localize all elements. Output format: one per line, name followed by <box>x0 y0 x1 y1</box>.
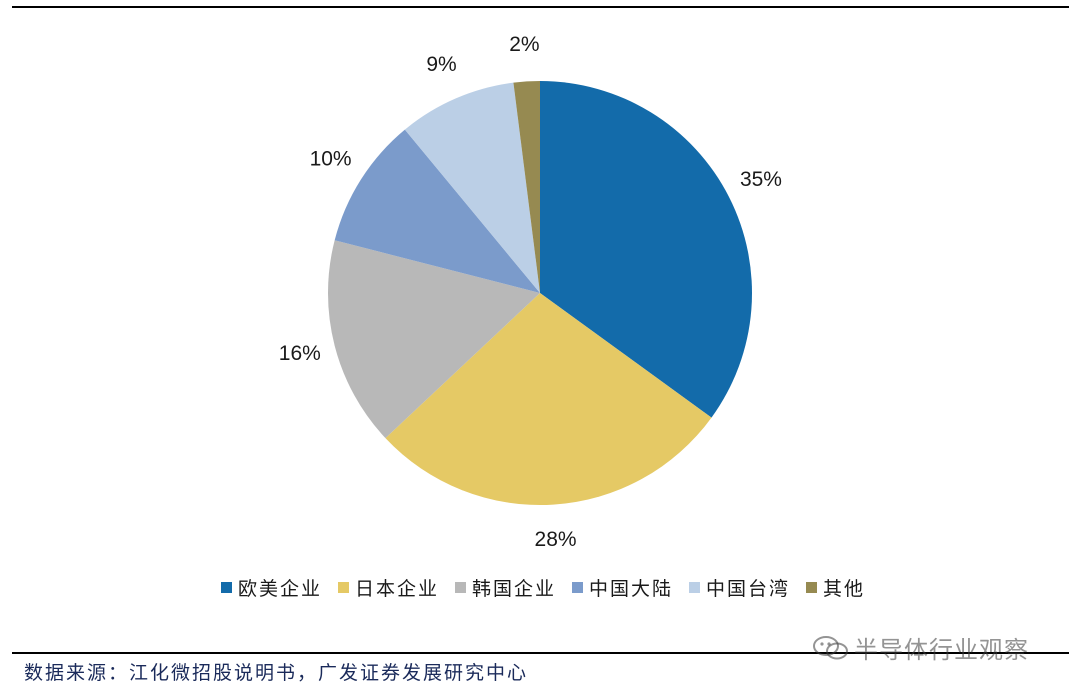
legend-item-1: 欧美企业 <box>220 574 322 601</box>
slice-label-3: 16% <box>279 342 321 365</box>
pie-slice-3 <box>327 240 540 439</box>
slice-label-6: 2% <box>509 33 539 56</box>
bottom-rule <box>12 652 1069 654</box>
legend-swatch <box>220 582 232 593</box>
source-note: 数据来源：江化微招股说明书，广发证券发展研究中心 <box>24 662 529 684</box>
pie-slice-6 <box>513 81 540 293</box>
top-rule <box>12 6 1069 8</box>
pie-slices <box>327 81 752 506</box>
slice-label-4: 10% <box>310 148 352 171</box>
legend-label: 中国大陆 <box>589 578 674 600</box>
legend-label: 日本企业 <box>354 578 439 600</box>
watermark-text: 半导体行业观察 <box>854 636 1029 664</box>
pie-slice-5 <box>404 82 540 293</box>
legend-swatch <box>572 582 583 593</box>
legend-label: 韩国企业 <box>471 578 556 600</box>
legend-label: 其他 <box>823 578 866 600</box>
watermark: 半导体行业观察 <box>812 630 1029 665</box>
legend-swatch <box>454 582 466 593</box>
pie-slice-4 <box>334 129 540 293</box>
slice-label-5: 9% <box>426 53 456 76</box>
legend-item-2: 日本企业 <box>337 574 439 601</box>
legend-item-4: 中国大陆 <box>572 574 673 601</box>
pie-labels: 35% 28% 16% 10% 9% 2% <box>279 33 782 551</box>
legend-item-6: 其他 <box>806 574 865 601</box>
slice-label-2: 28% <box>535 528 577 551</box>
legend-swatch <box>806 582 818 593</box>
legend-label: 中国台湾 <box>706 578 791 600</box>
pie-slice-2 <box>385 293 712 506</box>
legend-item-3: 韩国企业 <box>454 574 556 601</box>
slice-label-1: 35% <box>740 168 782 191</box>
pie-chart: 35% 28% 16% 10% 9% 2% <box>279 33 782 551</box>
pie-slice-1 <box>540 81 752 418</box>
legend: 欧美企业 日本企业 韩国企业 中国大陆 中国台湾 其他 <box>0 574 1080 601</box>
wechat-icon <box>813 635 848 659</box>
legend-swatch <box>337 582 349 593</box>
legend-swatch <box>689 582 701 593</box>
legend-label: 欧美企业 <box>237 578 322 600</box>
legend-item-5: 中国台湾 <box>689 574 790 601</box>
